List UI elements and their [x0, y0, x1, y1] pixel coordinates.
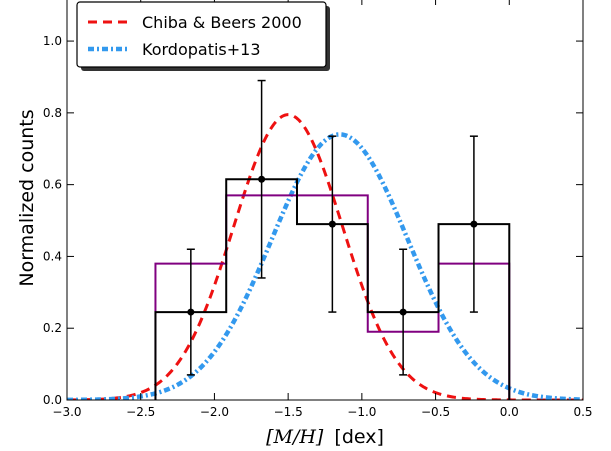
x-tick-label: −3.0	[52, 405, 81, 419]
x-tick-label: −2.0	[200, 405, 229, 419]
y-tick-label: 0.4	[43, 249, 62, 263]
x-axis-label-unit: [dex]	[334, 426, 384, 448]
plot-frame	[66, 0, 584, 401]
y-tick-label: 0.6	[43, 178, 62, 192]
y-tick-label: 0.8	[43, 106, 62, 120]
x-axis-label-math: [M/H]	[266, 426, 324, 448]
x-tick-label: −1.5	[274, 405, 303, 419]
data-point	[187, 308, 195, 316]
data-point	[258, 175, 266, 183]
x-tick-label: −2.5	[126, 405, 155, 419]
legend-box	[76, 1, 327, 68]
model-curve-kordopatis	[67, 132, 583, 400]
data-point	[399, 308, 407, 316]
x-axis-label: [M/H] [dex]	[266, 426, 384, 448]
y-tick-label: 0.0	[43, 393, 62, 407]
legend-label-chiba: Chiba & Beers 2000	[142, 13, 302, 32]
x-tick-label: −0.5	[421, 405, 450, 419]
x-tick-label: 0.5	[573, 405, 592, 419]
legend: Chiba & Beers 2000 Kordopatis+13	[76, 1, 330, 71]
y-axis-label: Normalized counts	[16, 109, 38, 286]
x-tick-label: 0.0	[500, 405, 519, 419]
y-tick-label: 1.0	[43, 34, 62, 48]
legend-label-kordopatis: Kordopatis+13	[142, 40, 261, 59]
x-tick-label: −1.0	[347, 405, 376, 419]
y-tick-label: 0.2	[43, 321, 62, 335]
data-point	[328, 220, 336, 228]
data-point	[470, 220, 478, 228]
purple-histogram	[154, 194, 511, 400]
